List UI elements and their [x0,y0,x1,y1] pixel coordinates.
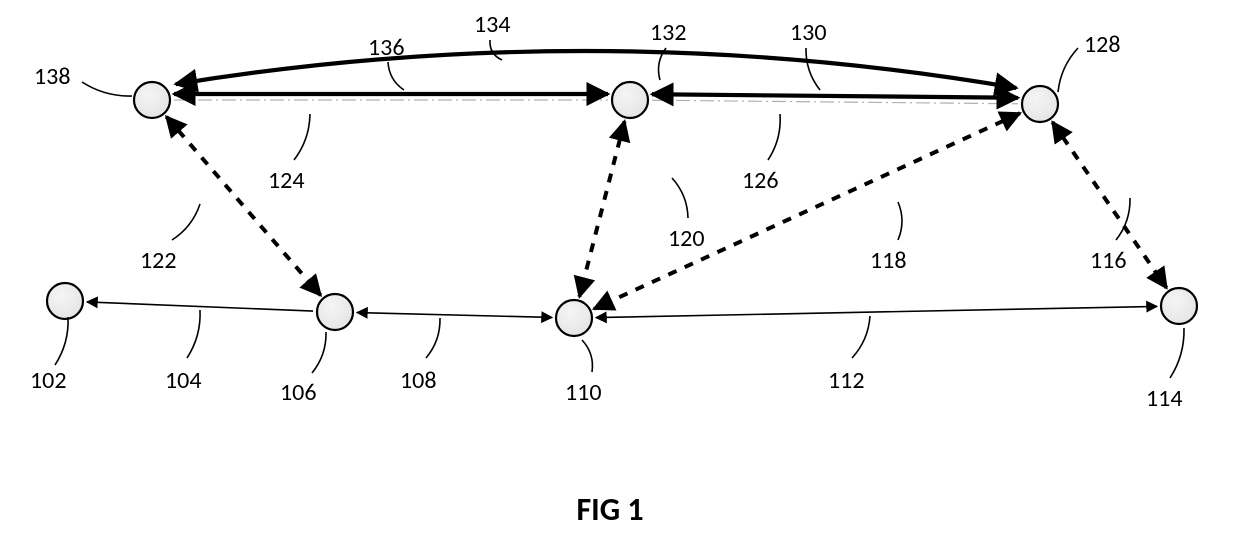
label-108: 108 [400,366,437,395]
label-136: 136 [368,33,405,62]
node-n102 [47,283,83,319]
label-124: 124 [268,166,305,195]
label-106: 106 [280,378,317,407]
label-116: 116 [1090,246,1127,275]
label-122: 122 [140,246,177,275]
diagram-canvas: 102 104 106 108 110 112 114 116 118 120 122 124 126 1… [0,0,1239,551]
label-128: 128 [1084,30,1121,59]
node-n132 [612,82,648,118]
label-134: 134 [474,10,511,39]
label-120: 120 [668,224,705,253]
label-138: 138 [34,62,71,91]
node-n114 [1161,288,1197,324]
label-126: 126 [742,166,779,195]
label-110: 110 [565,378,602,407]
label-132: 132 [650,18,687,47]
node-n128 [1022,86,1058,122]
label-112: 112 [828,366,865,395]
node-n138 [134,82,170,118]
label-130: 130 [790,18,827,47]
label-118: 118 [870,246,907,275]
label-102: 102 [30,366,67,395]
label-114: 114 [1146,384,1183,413]
figure-caption: FIG 1 [576,490,643,529]
node-n110 [556,300,592,336]
node-n106 [317,294,353,330]
label-104: 104 [165,366,202,395]
